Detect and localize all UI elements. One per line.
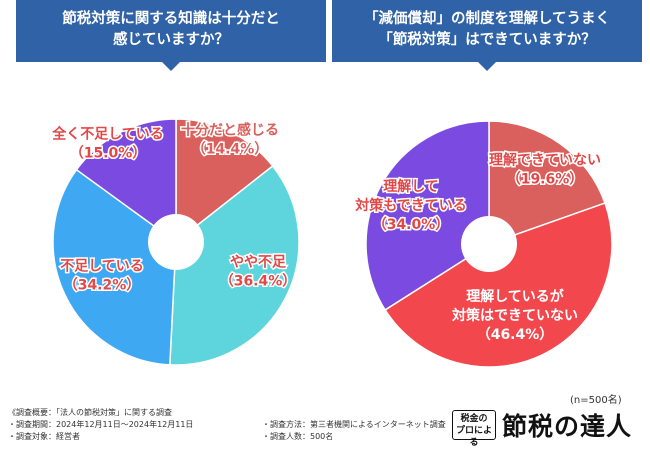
sample-size: (n=500名) [570,395,622,406]
right-question-line1: 「減価償却」の制度を理解してうまく [363,11,611,27]
survey-footer-left: 《調査概要：「法人の節税対策」に関する調査 ・調査期間：2024年12月11日～… [8,407,193,443]
brand-logo-line2: プロによる [455,426,492,448]
right-slice-value-0: （19.6%） [507,172,584,188]
brand-logo: 税金の プロによる [452,410,496,448]
left-slice-value-1: （36.4%） [220,274,297,290]
right-slice-name-2-1: 対策もできている [354,197,466,214]
brand-logo-line1: 税金の [460,414,488,424]
survey-target: ・調査対象：経営者 [8,432,80,441]
left-slice-name-3-0: 全く不足している [51,126,164,143]
survey-count: ・調査人数：500名 [262,432,334,441]
left-pie-slice-0 [175,118,274,244]
right-question-line2: 「節税対策」はできていますか？ [378,32,596,48]
left-slice-name-1-0: やや不足 [230,255,287,271]
left-pie-chart: 十分だと感じる （14.4%） やや不足 （36.4%） 不足している （34.2%） 全く… [50,118,300,366]
right-question-header: 「減価償却」の制度を理解してうまく 「節税対策」はできていますか？ [332,0,642,71]
right-pie-slice-1 [384,202,613,368]
brand-logo-area: 税金の プロによる 節税の達人 [452,407,633,448]
right-slice-value-1: （46.4%） [477,327,554,343]
left-slice-label-3: 全く不足している （15.0%） [50,124,166,163]
left-pie-slice-3 [75,118,177,244]
left-slice-label-2: 不足している （34.2%） [59,257,146,295]
left-slice-name-0-0: 十分だと感じる [181,122,279,139]
left-pie-slice-2 [52,168,177,366]
left-slice-label-1: やや不足 （36.4%） [218,253,298,291]
right-pie-center-hole [461,216,517,272]
right-slice-name-1-1: 対策はできていない [451,307,578,324]
left-question-header: 節税対策に関する知識は十分だと 感じていますか？ [16,0,326,71]
left-question-line2: 感じていますか？ [113,32,229,48]
left-slice-value-3: （15.0%） [70,146,147,162]
right-slice-value-2: （34.0%） [373,217,450,233]
survey-period: ・調査期間：2024年12月11日～2024年12月11日 [8,420,194,429]
survey-footer-mid: ・調査方法：第三者機関によるインターネット調査 ・調査人数：500名 [262,419,446,443]
left-slice-value-0: （14.4%） [192,142,269,158]
left-slice-name-2-0: 不足している [60,259,144,275]
right-pie-slice-2 [365,120,490,311]
left-question-line1: 節税対策に関する知識は十分だと [62,11,280,27]
right-slice-name-2-0: 理解して [383,178,439,195]
right-slice-name-1-0: 理解しているが [466,288,565,305]
survey-method: ・調査方法：第三者機関によるインターネット調査 [262,420,446,429]
left-slice-value-2: （34.2%） [64,278,141,294]
brand-name: 節税の達人 [502,412,633,441]
right-slice-label-0: 理解できていない （19.6%） [488,150,603,189]
right-slice-name-0-0: 理解できていない [489,152,601,169]
left-pie-center-hole [148,214,204,270]
left-pie-slice-1 [169,164,300,366]
left-slice-label-0: 十分だと感じる （14.4%） [180,120,281,159]
right-pie-chart: 理解できていない（19.6%）理解しているが対策はできていない（46.4%）理解… [353,120,613,368]
survey-overview: 《調査概要：「法人の節税対策」に関する調査 [8,408,172,417]
